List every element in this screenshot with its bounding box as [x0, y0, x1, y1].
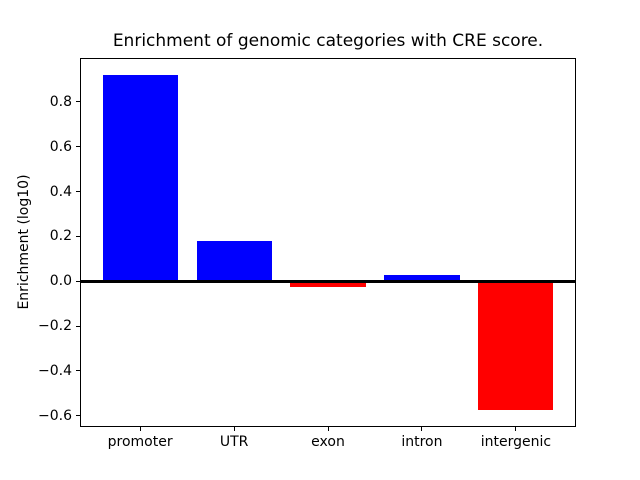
x-tick-label-UTR: UTR — [219, 434, 249, 450]
y-tick-label: 0.2 — [49, 228, 72, 245]
x-tick-mark — [233, 427, 235, 431]
bar-exon — [290, 281, 366, 287]
y-tick-label: 0.4 — [49, 183, 72, 200]
y-tick-mark — [76, 235, 80, 237]
x-tick-label-intergenic: intergenic — [480, 434, 552, 450]
x-tick-label-exon: exon — [311, 434, 345, 450]
y-tick-label: −0.6 — [38, 407, 72, 424]
y-tick-label: 0.6 — [49, 138, 72, 155]
zero-line — [80, 279, 576, 283]
y-tick-mark — [76, 146, 80, 148]
chart-title: Enrichment of genomic categories with CR… — [112, 31, 544, 51]
bar-intron — [384, 274, 460, 282]
y-tick-mark — [76, 415, 80, 417]
x-tick-mark — [515, 427, 517, 431]
y-tick-label: −0.2 — [38, 318, 72, 335]
y-tick-mark — [76, 325, 80, 327]
x-tick-mark — [421, 427, 423, 431]
x-tick-mark — [139, 427, 141, 431]
bar-UTR — [196, 240, 272, 282]
y-tick-mark — [76, 280, 80, 282]
y-tick-mark — [76, 101, 80, 103]
x-tick-label-intron: intron — [401, 434, 443, 450]
y-tick-mark — [76, 191, 80, 192]
x-tick-label-promoter: promoter — [107, 434, 173, 450]
x-tick-mark — [327, 427, 329, 431]
y-tick-label: 0.0 — [49, 273, 72, 290]
bar-promoter — [102, 74, 178, 282]
y-tick-label: −0.4 — [38, 362, 72, 379]
y-tick-mark — [76, 370, 80, 372]
bar-intergenic — [478, 281, 554, 411]
y-tick-label: 0.8 — [49, 93, 72, 110]
